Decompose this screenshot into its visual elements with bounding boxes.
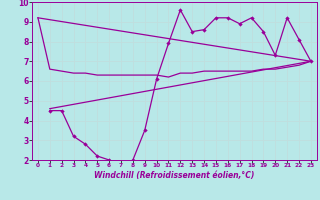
X-axis label: Windchill (Refroidissement éolien,°C): Windchill (Refroidissement éolien,°C)	[94, 171, 255, 180]
